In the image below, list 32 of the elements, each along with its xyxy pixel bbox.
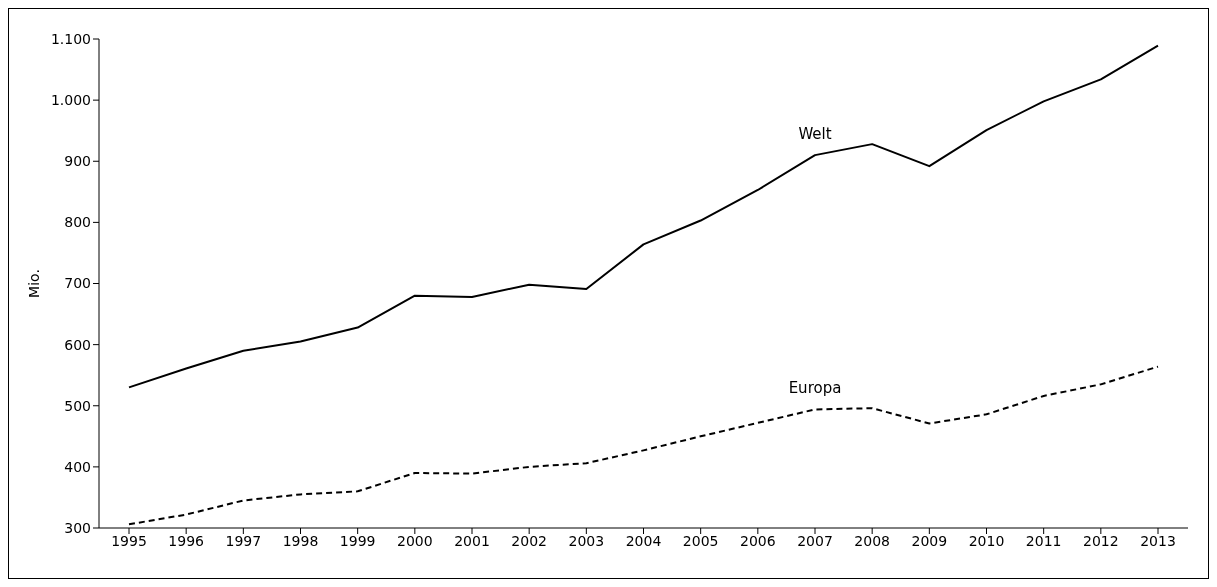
x-tick-label: 2007	[797, 532, 833, 549]
x-tick-label: 2004	[625, 532, 662, 549]
y-tick-label: 1.000	[50, 92, 91, 109]
x-tick-label: 2011	[1025, 532, 1062, 549]
y-tick-label: 300	[64, 519, 91, 536]
y-tick-label: 700	[64, 275, 91, 292]
y-tick-label: 900	[64, 153, 91, 170]
x-tick-label: 1999	[339, 532, 376, 549]
line-series	[128, 365, 1159, 526]
x-tick-label: 1996	[168, 532, 205, 549]
y-tick-label: 600	[64, 336, 91, 353]
y-tick-label: 500	[64, 397, 91, 414]
series-label: Welt	[798, 125, 832, 144]
y-tick-label: 1.100	[50, 30, 91, 47]
x-tick-label: 2000	[397, 532, 433, 549]
y-axis-title: Mio.	[25, 269, 42, 298]
x-tick-label: 2010	[968, 532, 1005, 549]
x-tick-label: 2006	[740, 532, 776, 549]
x-tick-label: 2005	[682, 532, 719, 549]
y-tick-label: 800	[64, 214, 91, 231]
x-tick-label: 1997	[225, 532, 262, 549]
y-tick-label: 400	[64, 458, 91, 475]
x-tick-label: 2003	[568, 532, 605, 549]
x-tick-label: 2013	[1140, 532, 1176, 549]
x-tick-label: 2012	[1083, 532, 1119, 549]
x-tick-label: 2001	[454, 532, 490, 549]
x-tick-label: 1995	[111, 532, 147, 549]
x-tick-label: 2009	[911, 532, 948, 549]
x-tick-label: 1998	[282, 532, 319, 549]
series-label: Europa	[788, 379, 842, 398]
x-tick-label: 2002	[511, 532, 547, 549]
x-tick-label: 2008	[854, 532, 890, 549]
